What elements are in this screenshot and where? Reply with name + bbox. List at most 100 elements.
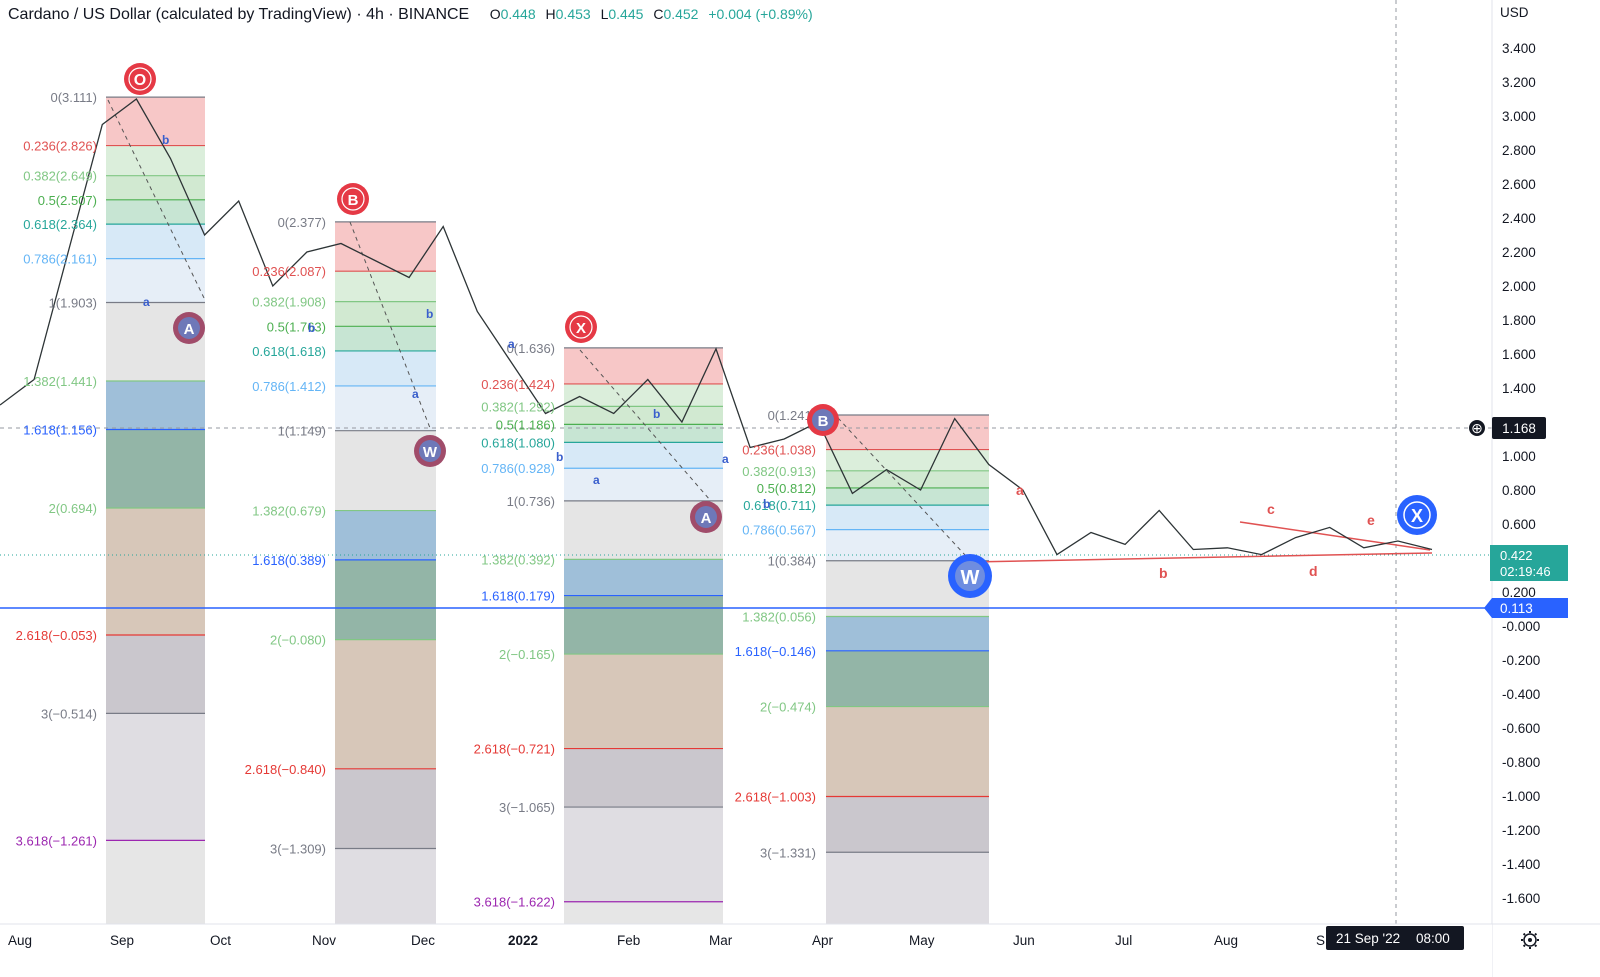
fib-zone — [106, 508, 205, 636]
fib-zone — [564, 748, 723, 808]
fib-zone — [826, 470, 989, 488]
price-tick-label: -1.400 — [1502, 857, 1540, 872]
fib-zone — [564, 559, 723, 596]
svg-text:08:00: 08:00 — [1416, 931, 1450, 946]
price-tick-label: 1.000 — [1502, 449, 1536, 464]
fib-level-label: 3(−1.065) — [499, 800, 555, 815]
fib-level-label: 0.786(2.161) — [23, 252, 97, 267]
svg-text:1.168: 1.168 — [1502, 421, 1536, 436]
fib-level-label: 3(−0.514) — [41, 706, 97, 721]
fib-levels — [106, 96, 989, 903]
svg-text:X: X — [576, 320, 586, 337]
price-tick-label: -0.200 — [1502, 653, 1540, 668]
wave-label-x-2: X — [1397, 495, 1437, 535]
currency-label: USD — [1500, 5, 1529, 20]
fib-level-label: 1.618(0.179) — [481, 589, 555, 604]
fib-labels: 0(3.111) 0.236(2.826) 0.382(2.649) 0.5(2.50… — [16, 90, 816, 910]
fib-level-label: 1(1.149) — [278, 424, 326, 439]
fib-level-label: 0(1.241) — [768, 408, 816, 423]
minor-label: b — [426, 307, 433, 321]
fib-level-label: 0.5(2.507) — [38, 193, 97, 208]
fib-zone — [335, 768, 436, 849]
fib-level-label: 3(−1.309) — [270, 842, 326, 857]
fib-zone — [335, 221, 436, 272]
fib-zone — [826, 529, 989, 561]
minor-label: a — [722, 452, 729, 466]
svg-text:A: A — [701, 510, 712, 527]
fib-zone — [106, 224, 205, 259]
fib-zone — [106, 258, 205, 303]
fib-zone — [106, 635, 205, 714]
svg-text:W: W — [423, 444, 438, 461]
price-change: +0.004 (+0.89%) — [708, 6, 813, 22]
fib-level-label: 0.786(1.412) — [252, 379, 326, 394]
time-axis[interactable]: Aug Sep Oct Nov Dec 2022 Feb Mar Apr May Jun Jul Aug… — [0, 923, 1600, 977]
time-tick-label: Oct — [210, 933, 231, 948]
fib-level-label: 2(−0.474) — [760, 700, 816, 715]
svg-text:B: B — [818, 413, 829, 430]
minor-label: a — [508, 337, 515, 351]
fib-zone — [106, 840, 205, 924]
chart-header: Cardano / US Dollar (calculated by Tradi… — [8, 6, 813, 24]
time-tick-label: Dec — [411, 933, 435, 948]
fib-level-label: 2.618(−0.840) — [245, 762, 326, 777]
price-axis[interactable]: USD 3.400 3.200 3.000 2.800 2.600 2.400 2.200 2… — [1491, 0, 1600, 977]
triangle-label-c: c — [1267, 501, 1275, 517]
wave-connector — [349, 221, 431, 429]
minor-label: a — [143, 295, 150, 309]
fib-level-label: 0(1.636) — [507, 341, 555, 356]
price-tick-label: 3.000 — [1502, 109, 1536, 124]
price-tick-label: 3.400 — [1502, 41, 1536, 56]
crosshair-date-tag: 21 Sep '22 08:00 — [1326, 926, 1464, 950]
fib-zone — [335, 385, 436, 431]
time-tick-label: Nov — [312, 933, 336, 948]
fib-level-label: 0.618(0.711) — [743, 498, 816, 513]
fib-zone — [826, 449, 989, 471]
fib-level-label: 0.382(1.292) — [481, 399, 555, 414]
fib-level-label: 0.236(1.038) — [742, 443, 816, 458]
fib-zone — [564, 595, 723, 655]
settings-icon[interactable] — [1521, 931, 1539, 949]
price-tick-label: 3.200 — [1502, 75, 1536, 90]
fib-zone — [826, 706, 989, 797]
fib-zone — [564, 807, 723, 902]
fib-level-label: 1(0.736) — [507, 494, 555, 509]
fib-level-label: 2(0.694) — [49, 501, 97, 516]
svg-text:O: O — [134, 72, 146, 89]
wave-label-w: W — [414, 435, 446, 467]
fib-level-label: 1.382(0.679) — [252, 504, 326, 519]
fib-level-label: 1.618(−0.146) — [735, 644, 816, 659]
fib-zone — [106, 381, 205, 430]
add-icon: ⊕ — [1471, 420, 1483, 436]
crosshair-price-tag: ⊕ 1.168 — [1469, 417, 1546, 439]
fib-zone — [826, 852, 989, 924]
triangle-label-e: e — [1367, 512, 1375, 528]
fib-zone — [826, 796, 989, 853]
svg-text:X: X — [1411, 506, 1423, 526]
price-tick-label: 0.200 — [1502, 585, 1536, 600]
fib-zone — [564, 442, 723, 469]
symbol-title[interactable]: Cardano / US Dollar (calculated by Tradi… — [8, 6, 470, 23]
fib-level-label: 0.786(0.928) — [481, 461, 555, 476]
fib-zone — [826, 415, 989, 450]
price-series — [0, 98, 1433, 556]
wave-connector — [107, 99, 206, 301]
time-tick-label: Jun — [1013, 933, 1035, 948]
price-tick-label: 2.200 — [1502, 245, 1536, 260]
fib-level-label: 2(−0.165) — [499, 647, 555, 662]
time-tick-label: Apr — [812, 933, 834, 948]
price-tick-label: 0.800 — [1502, 483, 1536, 498]
fib-zone — [335, 271, 436, 302]
triangle-label-b: b — [1159, 565, 1168, 581]
price-tick-label: -0.400 — [1502, 687, 1540, 702]
fib-level-label: 1(0.384) — [768, 554, 816, 569]
fib-zone — [106, 429, 205, 509]
price-tick-label: -0.000 — [1502, 619, 1540, 634]
fib-level-label: 0.236(1.424) — [481, 377, 555, 392]
fib-zone — [335, 510, 436, 560]
fib-level-label: 3(−1.331) — [760, 845, 816, 860]
time-tick-label: Mar — [709, 933, 733, 948]
svg-text:0.113: 0.113 — [1500, 601, 1533, 616]
triangle-trendlines — [969, 521, 1433, 563]
